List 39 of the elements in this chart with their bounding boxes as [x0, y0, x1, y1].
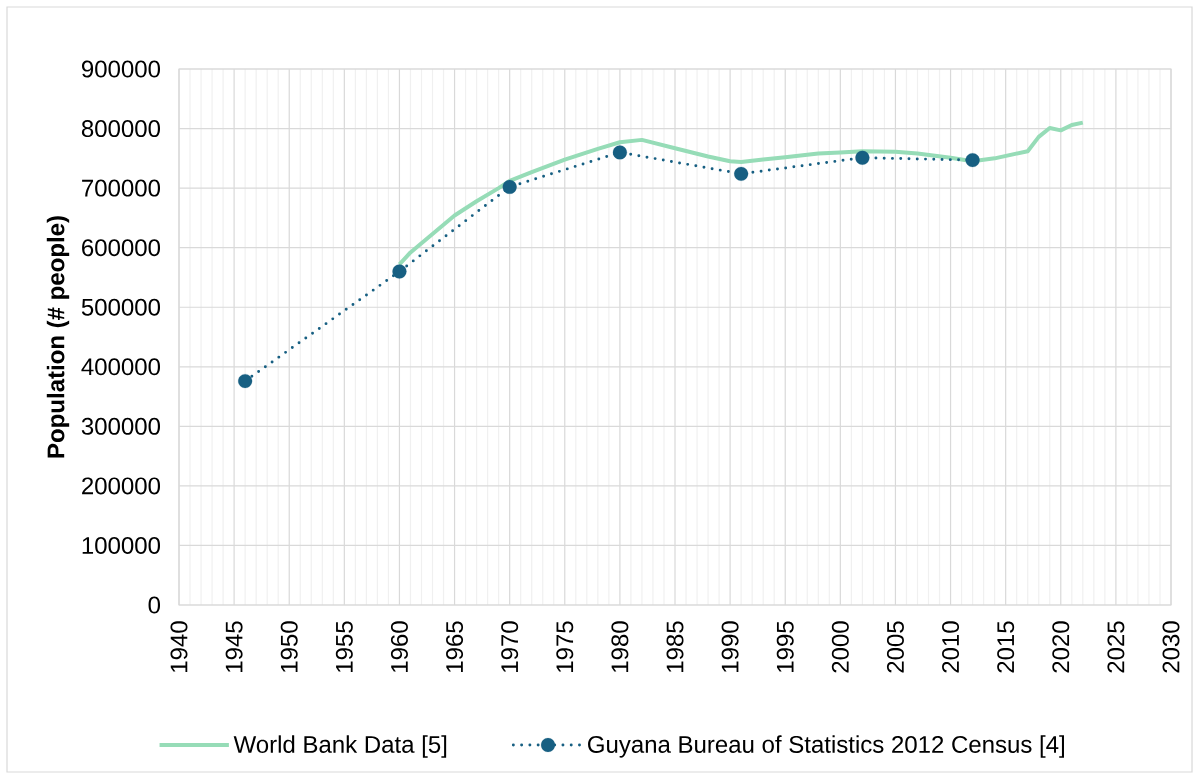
y-tick-label: 0: [148, 596, 161, 614]
y-tick-label: 500000: [81, 298, 161, 316]
point: [392, 264, 407, 279]
x-tick-label: 2000: [831, 621, 849, 673]
x-tick-label: 1960: [390, 621, 408, 672]
x-tick-label: 2015: [997, 621, 1015, 673]
y-tick-label: 600000: [82, 239, 161, 257]
x-tick-label: 1975: [556, 621, 574, 672]
x-tick-label: 2010: [942, 621, 960, 673]
x-tick-label: 1980: [611, 621, 629, 672]
x-tick-label: 2020: [1052, 621, 1070, 673]
point: [238, 374, 253, 389]
y-tick-label: 800000: [81, 120, 161, 138]
y-axis-title: Population (# people): [46, 216, 70, 458]
x-tick-label: 1985: [666, 621, 684, 672]
x-tick-label: 1950: [280, 621, 298, 672]
y-tick-label: 200000: [82, 477, 161, 495]
x-tick-label: 1940: [170, 621, 188, 672]
y-tick-label: 900000: [82, 60, 161, 78]
y-tick-label: 100000: [82, 536, 161, 554]
x-tick-label: 1995: [776, 621, 794, 672]
y-tick-label: 400000: [81, 358, 161, 376]
x-tick-label: 1945: [225, 621, 243, 672]
x-tick-label: 2005: [886, 621, 904, 673]
point: [612, 145, 627, 160]
point: [734, 166, 749, 181]
y-tick-label: 300000: [81, 417, 161, 435]
point: [855, 150, 870, 165]
x-tick-label: 1970: [501, 621, 519, 672]
x-tick-label: 2030: [1162, 621, 1180, 673]
point: [965, 153, 980, 168]
legend-label: World Bank Data [5]: [233, 735, 447, 758]
y-tick-label: 700000: [82, 179, 161, 197]
x-tick-label: 1990: [721, 621, 739, 672]
x-tick-label: 1955: [335, 621, 353, 672]
legend-label: Guyana Bureau of Statistics 2012 Census [4]: [588, 735, 1064, 758]
x-tick-label: 2025: [1107, 621, 1125, 673]
point: [502, 179, 517, 194]
x-tick-label: 1965: [446, 621, 464, 672]
